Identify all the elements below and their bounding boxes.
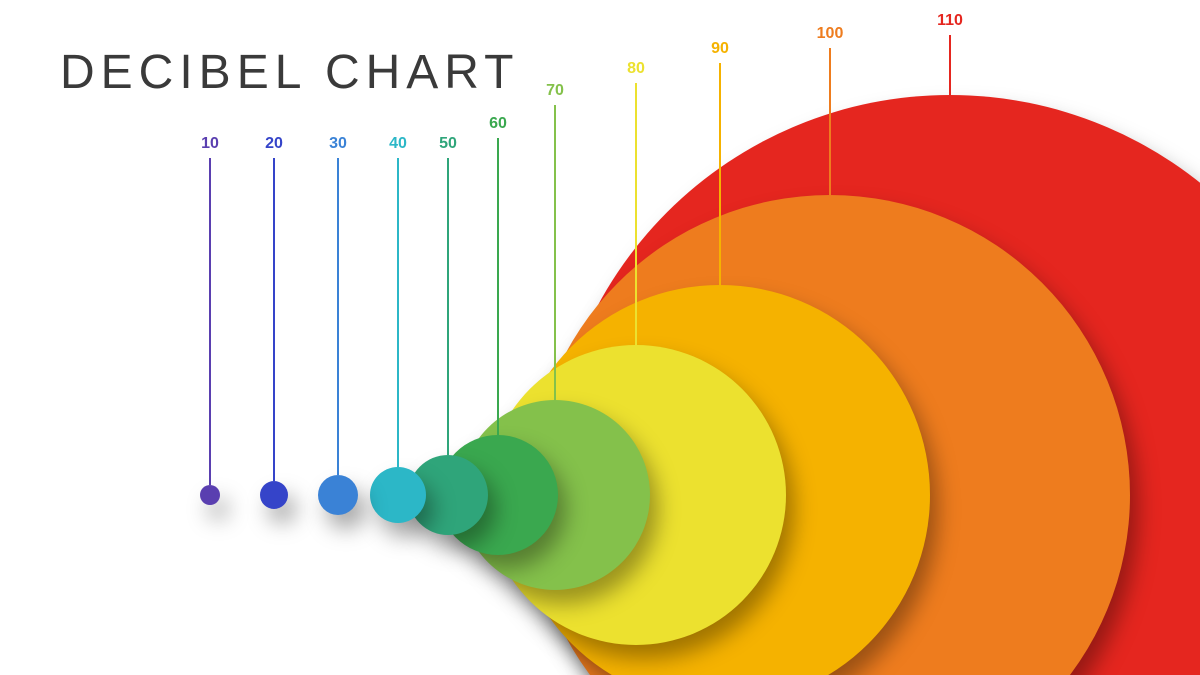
lead-label-90: 90: [711, 40, 729, 58]
lead-line-50: [447, 158, 449, 455]
decibel-chart: DECIBEL CHART 10 20 30 40 50 60 70 80 90 100 110: [0, 0, 1200, 675]
lead-label-80: 80: [627, 60, 645, 78]
lead-line-40: [397, 158, 399, 467]
db-circle-20: [260, 481, 288, 509]
lead-label-60: 60: [489, 115, 507, 133]
db-circle-10: [200, 485, 220, 505]
lead-line-60: [497, 138, 499, 435]
lead-label-10: 10: [201, 135, 219, 153]
lead-label-30: 30: [329, 135, 347, 153]
lead-line-80: [635, 83, 637, 345]
lead-line-100: [829, 48, 831, 195]
lead-line-10: [209, 158, 211, 485]
lead-label-110: 110: [937, 12, 963, 30]
chart-title: DECIBEL CHART: [60, 45, 519, 100]
lead-line-20: [273, 158, 275, 481]
lead-line-30: [337, 158, 339, 475]
lead-label-100: 100: [817, 25, 844, 43]
db-circle-40: [370, 467, 426, 523]
lead-line-70: [554, 105, 556, 400]
lead-label-50: 50: [439, 135, 457, 153]
lead-label-70: 70: [546, 82, 564, 100]
lead-label-40: 40: [389, 135, 407, 153]
db-circle-30: [318, 475, 358, 515]
lead-line-110: [949, 35, 951, 95]
lead-label-20: 20: [265, 135, 283, 153]
lead-line-90: [719, 63, 721, 285]
